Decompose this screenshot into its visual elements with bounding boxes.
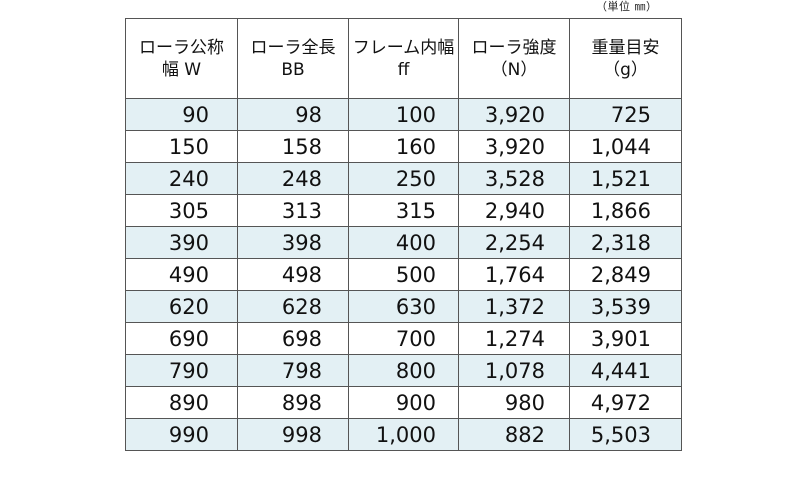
table-cell: 150 bbox=[125, 130, 238, 163]
table-cell: 1,521 bbox=[569, 162, 682, 195]
header-cell: ローラ公称幅 W bbox=[125, 18, 238, 99]
table-cell: 1,372 bbox=[458, 290, 570, 323]
table-cell: 4,441 bbox=[569, 354, 682, 387]
table-cell: 900 bbox=[348, 386, 459, 419]
table-row: 305 313 315 2,940 1,866 bbox=[125, 194, 682, 227]
table-cell: 1,044 bbox=[569, 130, 682, 163]
table-cell: 158 bbox=[237, 130, 349, 163]
table-cell: 790 bbox=[125, 354, 238, 387]
table-cell: 628 bbox=[237, 290, 349, 323]
table-cell: 90 bbox=[125, 98, 238, 131]
table-cell: 315 bbox=[348, 194, 459, 227]
table-cell: 700 bbox=[348, 322, 459, 355]
table-cell: 2,318 bbox=[569, 226, 682, 259]
table-cell: 1,274 bbox=[458, 322, 570, 355]
table-row: 690 698 700 1,274 3,901 bbox=[125, 322, 682, 355]
table-cell: 248 bbox=[237, 162, 349, 195]
table-cell: 390 bbox=[125, 226, 238, 259]
table-cell: 698 bbox=[237, 322, 349, 355]
table-cell: 990 bbox=[125, 418, 238, 451]
table-cell: 980 bbox=[458, 386, 570, 419]
table-cell: 890 bbox=[125, 386, 238, 419]
table-cell: 1,078 bbox=[458, 354, 570, 387]
table-cell: 898 bbox=[237, 386, 349, 419]
table-cell: 800 bbox=[348, 354, 459, 387]
table-cell: 4,972 bbox=[569, 386, 682, 419]
header-row: ローラ公称幅 W ローラ全長 BB フレーム内幅 ff ローラ強度 （N） 重量目安（… bbox=[125, 18, 682, 99]
table-cell: 305 bbox=[125, 194, 238, 227]
table-cell: 490 bbox=[125, 258, 238, 291]
table-cell: 798 bbox=[237, 354, 349, 387]
unit-note: （単位 ㎜） bbox=[596, 0, 658, 13]
table-cell: 400 bbox=[348, 226, 459, 259]
table-row: 390 398 400 2,254 2,318 bbox=[125, 226, 682, 259]
table-row: 490 498 500 1,764 2,849 bbox=[125, 258, 682, 291]
header-cell: ローラ強度 （N） bbox=[458, 18, 570, 99]
table-cell: 3,920 bbox=[458, 98, 570, 131]
roller-spec-table: ローラ公称幅 W ローラ全長 BB フレーム内幅 ff ローラ強度 （N） 重量目安（… bbox=[125, 18, 682, 451]
table-cell: 5,503 bbox=[569, 418, 682, 451]
table-cell: 3,528 bbox=[458, 162, 570, 195]
header-cell: ローラ全長 BB bbox=[237, 18, 349, 99]
header-cell: フレーム内幅 ff bbox=[348, 18, 459, 99]
table-cell: 2,940 bbox=[458, 194, 570, 227]
table-cell: 1,764 bbox=[458, 258, 570, 291]
table-cell: 630 bbox=[348, 290, 459, 323]
table-cell: 882 bbox=[458, 418, 570, 451]
table-row: 150 158 160 3,920 1,044 bbox=[125, 130, 682, 163]
table-cell: 398 bbox=[237, 226, 349, 259]
table-row: 620 628 630 1,372 3,539 bbox=[125, 290, 682, 323]
table-row: 240 248 250 3,528 1,521 bbox=[125, 162, 682, 195]
table-cell: 725 bbox=[569, 98, 682, 131]
table-cell: 620 bbox=[125, 290, 238, 323]
table-cell: 998 bbox=[237, 418, 349, 451]
header-cell: 重量目安 （g） bbox=[569, 18, 682, 99]
table-row: 890 898 900 980 4,972 bbox=[125, 386, 682, 419]
table-cell: 98 bbox=[237, 98, 349, 131]
table-cell: 500 bbox=[348, 258, 459, 291]
table-row: 990 998 1,000 882 5,503 bbox=[125, 418, 682, 451]
table-cell: 313 bbox=[237, 194, 349, 227]
table-cell: 3,539 bbox=[569, 290, 682, 323]
table-row: 90 98 100 3,920 725 bbox=[125, 98, 682, 131]
table-cell: 240 bbox=[125, 162, 238, 195]
table-cell: 250 bbox=[348, 162, 459, 195]
table-cell: 3,901 bbox=[569, 322, 682, 355]
table-cell: 3,920 bbox=[458, 130, 570, 163]
table-cell: 2,849 bbox=[569, 258, 682, 291]
table-cell: 100 bbox=[348, 98, 459, 131]
table-cell: 160 bbox=[348, 130, 459, 163]
table-cell: 498 bbox=[237, 258, 349, 291]
table-cell: 690 bbox=[125, 322, 238, 355]
table-row: 790 798 800 1,078 4,441 bbox=[125, 354, 682, 387]
table-cell: 1,866 bbox=[569, 194, 682, 227]
table-cell: 1,000 bbox=[348, 418, 459, 451]
table-cell: 2,254 bbox=[458, 226, 570, 259]
